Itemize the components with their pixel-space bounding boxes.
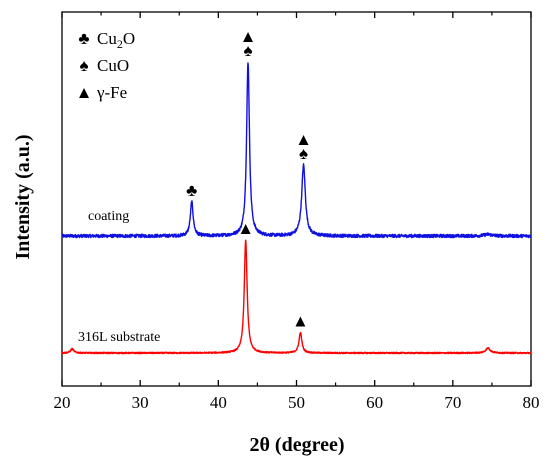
- peak-markers: ♣♠▲♠▲▲▲: [186, 27, 312, 331]
- x-axis-title: 2θ (degree): [249, 434, 344, 456]
- series-line-316l-substrate: [61, 239, 532, 355]
- x-tick-label: 60: [366, 393, 383, 412]
- peak-marker-club: ♣: [186, 181, 197, 200]
- peak-marker-triangle: ▲: [292, 311, 309, 330]
- legend-label: Cu2O: [97, 29, 135, 51]
- series-label: 316L substrate: [78, 330, 160, 345]
- y-axis-title: Intensity (a.u.): [12, 134, 34, 259]
- legend-symbol-spade: ♠: [79, 56, 88, 75]
- legend-symbol-triangle: ▲: [76, 83, 93, 102]
- series-line-coating: [61, 62, 532, 239]
- x-tick-label: 40: [210, 393, 227, 412]
- x-tick-label: 20: [54, 393, 71, 412]
- peak-marker-spade: ♠: [244, 41, 253, 60]
- x-axis-ticks: 20 30 40 50 60 70 80: [54, 12, 540, 412]
- peak-marker-spade: ♠: [299, 144, 308, 163]
- peak-marker-triangle: ▲: [295, 130, 312, 149]
- legend-label: γ-Fe: [96, 83, 127, 102]
- x-tick-label: 30: [132, 393, 149, 412]
- x-tick-label: 70: [444, 393, 461, 412]
- peak-marker-triangle: ▲: [237, 219, 254, 238]
- series-layer: [61, 62, 532, 355]
- legend: ♣ Cu2O ♠ CuO▲ γ-Fe: [76, 29, 136, 102]
- series-label: coating: [88, 209, 129, 224]
- x-tick-label: 80: [523, 393, 540, 412]
- legend-label: CuO: [97, 56, 129, 75]
- peak-marker-triangle: ▲: [240, 27, 257, 46]
- x-tick-label: 50: [288, 393, 305, 412]
- legend-symbol-club: ♣: [78, 29, 89, 48]
- series-labels: coating 316L substrate: [78, 209, 160, 345]
